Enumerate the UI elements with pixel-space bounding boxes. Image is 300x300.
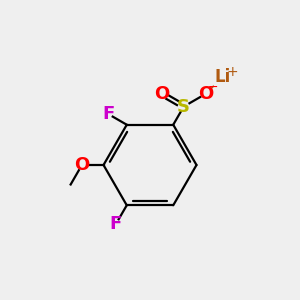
Text: S: S [177,98,190,116]
Text: F: F [102,105,114,123]
Text: O: O [74,156,89,174]
Text: −: − [208,81,219,94]
Text: Li: Li [214,68,230,86]
Text: O: O [198,85,214,103]
Text: O: O [154,85,169,103]
Text: F: F [110,215,122,233]
Text: +: + [226,65,238,79]
